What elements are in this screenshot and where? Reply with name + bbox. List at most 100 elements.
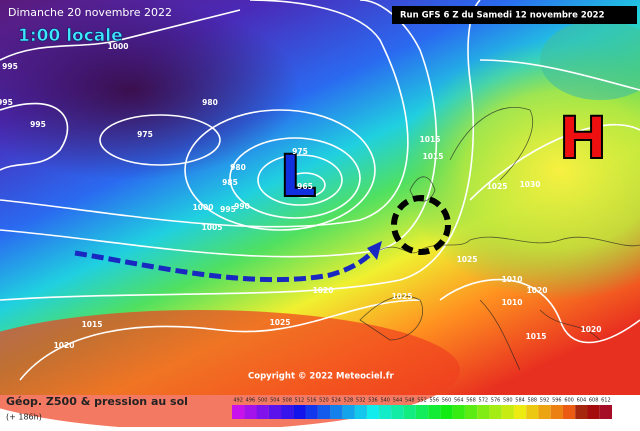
isobar-label: 1025 xyxy=(270,318,291,327)
isobar-label: 975 xyxy=(292,147,308,156)
scale-label: 512 xyxy=(295,398,305,404)
isobar-label: 1015 xyxy=(420,135,441,144)
scale-label: 560 xyxy=(442,398,452,404)
scale-swatch xyxy=(538,405,551,419)
scale-label: 576 xyxy=(491,398,501,404)
scale-label: 504 xyxy=(270,398,280,404)
isobar-label: 985 xyxy=(222,178,238,187)
scale-label: 584 xyxy=(515,398,525,404)
scale-label: 596 xyxy=(552,398,562,404)
scale-label: 580 xyxy=(503,398,513,404)
scale-label: 508 xyxy=(282,398,292,404)
isobar-label: 1000 xyxy=(193,203,214,212)
scale-swatch xyxy=(526,405,539,419)
map-title: Dimanche 20 novembre 2022 xyxy=(8,6,172,19)
scale-swatch xyxy=(317,405,331,419)
scale-swatch xyxy=(379,405,392,419)
isobar-label: 1015 xyxy=(526,332,547,341)
isobar-labels: 9959959951000980975975980985965990995100… xyxy=(0,42,601,350)
scale-label: 540 xyxy=(380,398,390,404)
scale-swatch xyxy=(452,405,465,419)
scale-label: 552 xyxy=(417,398,427,404)
scale-label: 612 xyxy=(601,398,611,404)
isobar-label: 1020 xyxy=(581,325,602,334)
scale-label: 524 xyxy=(331,398,341,404)
scale-swatch xyxy=(268,405,282,419)
run-box xyxy=(392,6,637,24)
scale-swatch xyxy=(415,405,429,419)
scale-swatch xyxy=(244,405,257,419)
scale-swatch xyxy=(464,405,478,419)
scale-swatch xyxy=(281,405,294,419)
scale-label: 500 xyxy=(258,398,268,404)
scale-label: 496 xyxy=(246,398,256,404)
scale-swatch xyxy=(550,405,563,419)
copyright: Copyright © 2022 Meteociel.fr xyxy=(248,372,394,382)
isobar-label: 990 xyxy=(234,202,250,211)
isobar-label: 995 xyxy=(30,120,46,129)
scale-swatch xyxy=(293,405,306,419)
scale-label: 548 xyxy=(405,398,415,404)
scale-label: 604 xyxy=(577,398,587,404)
isobar-label: 1015 xyxy=(423,152,444,161)
scale-swatch xyxy=(366,405,380,419)
isobar-label: 1020 xyxy=(527,286,548,295)
isobar-label: 965 xyxy=(297,182,313,191)
scale-label: 536 xyxy=(368,398,378,404)
scale-label: 600 xyxy=(564,398,574,404)
scale-swatch xyxy=(354,405,367,419)
scale-swatch xyxy=(575,405,588,419)
isobar-label: 995 xyxy=(0,98,13,107)
scale-swatch xyxy=(342,405,355,419)
scale-swatch xyxy=(489,405,502,419)
scale-swatch xyxy=(562,405,576,419)
scale-swatch xyxy=(232,405,245,419)
isobar-label: 1030 xyxy=(520,180,541,189)
run-info: Run GFS 6 Z du Samedi 12 novembre 2022 xyxy=(400,11,605,21)
target-circle xyxy=(391,195,451,255)
south-shading xyxy=(0,310,460,430)
scale-swatch xyxy=(587,405,600,419)
map-time: 1:00 locale xyxy=(18,26,123,46)
high-marker: H xyxy=(559,104,608,172)
isobar-label: 1000 xyxy=(108,42,129,51)
scale-label: 544 xyxy=(393,398,403,404)
scale-label: 516 xyxy=(307,398,317,404)
scale-swatch xyxy=(330,405,343,419)
scale-swatch xyxy=(599,405,612,419)
north-shading xyxy=(540,20,640,100)
coastlines xyxy=(359,107,640,371)
flow-arrow xyxy=(74,244,380,283)
high-shading xyxy=(400,40,640,300)
scale-swatch xyxy=(440,405,453,419)
isobar-label: 1025 xyxy=(457,255,478,264)
scale-label: 568 xyxy=(466,398,476,404)
scale-swatch xyxy=(501,405,514,419)
scale-label: 588 xyxy=(528,398,538,404)
scale-label: 592 xyxy=(540,398,550,404)
isobar-label: 1020 xyxy=(54,341,75,350)
scale-swatch xyxy=(391,405,404,419)
scale-swatch xyxy=(305,405,318,419)
scale-swatch xyxy=(403,405,416,419)
isobar-label: 995 xyxy=(2,62,18,71)
scale-swatch xyxy=(256,405,269,419)
scale-label: 572 xyxy=(479,398,489,404)
isobar-label: 1025 xyxy=(487,182,508,191)
footer-lead: (+ 186h) xyxy=(6,413,42,422)
scale-label: 528 xyxy=(344,398,354,404)
isobar-label: 1025 xyxy=(392,292,413,301)
arrow-head xyxy=(367,241,382,260)
footer-title: Géop. Z500 & pression au sol xyxy=(6,395,188,408)
scale-label: 492 xyxy=(233,398,243,404)
color-scale: 492 496 500 504 508 512 516 520 524 528 532 536 540 5… xyxy=(232,398,612,419)
low-marker: L xyxy=(280,142,317,210)
scale-label: 608 xyxy=(589,398,599,404)
isobar-label: 1020 xyxy=(313,286,334,295)
isobar-label: 980 xyxy=(202,98,218,107)
scale-swatch xyxy=(513,405,527,419)
isobar-label: 1010 xyxy=(502,275,523,284)
scale-label: 564 xyxy=(454,398,464,404)
scale-label: 520 xyxy=(319,398,329,404)
